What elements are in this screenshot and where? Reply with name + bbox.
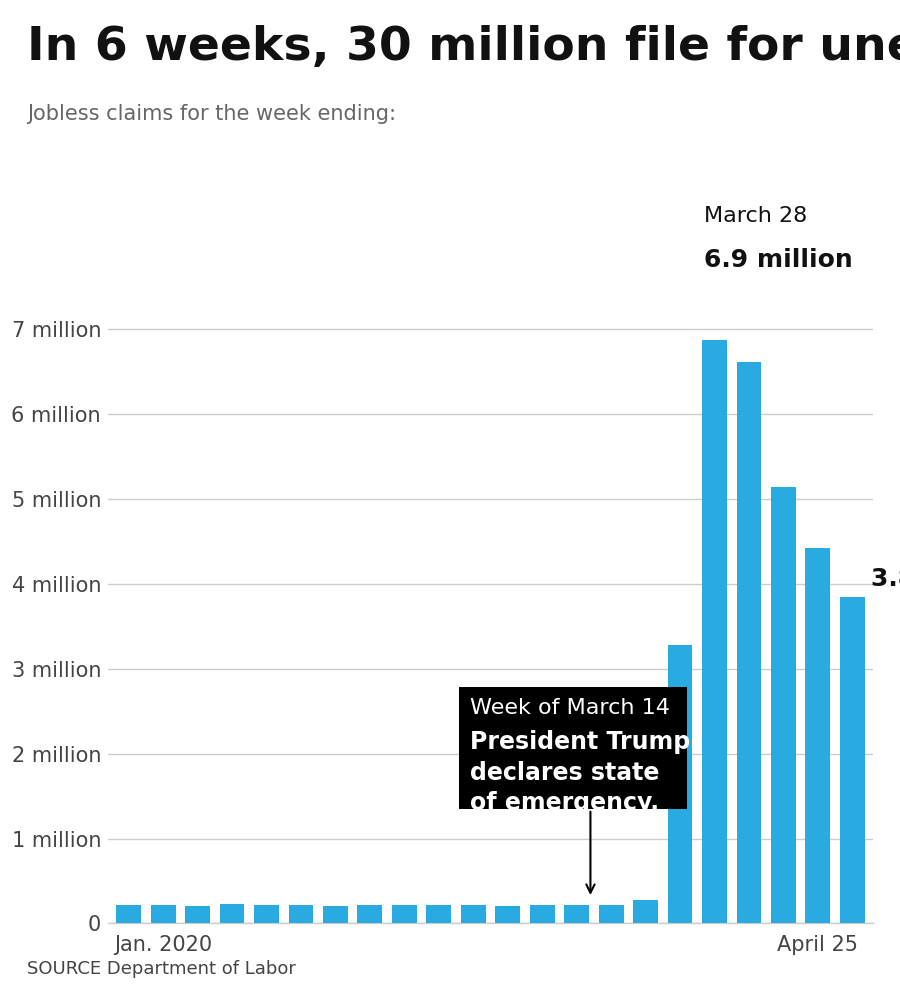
- Text: In 6 weeks, 30 million file for unemployment: In 6 weeks, 30 million file for unemploy…: [27, 25, 900, 70]
- Bar: [427, 905, 451, 923]
- Bar: [357, 906, 382, 923]
- Bar: [495, 906, 520, 923]
- Text: President Trump
declares state
of emergency.: President Trump declares state of emerge…: [470, 730, 690, 815]
- Bar: [771, 488, 796, 923]
- Bar: [254, 906, 279, 923]
- Text: 3.8 million: 3.8 million: [871, 567, 900, 591]
- Bar: [392, 906, 417, 923]
- Bar: [185, 906, 210, 923]
- Bar: [634, 900, 658, 923]
- Bar: [323, 906, 347, 923]
- Text: Jobless claims for the week ending:: Jobless claims for the week ending:: [27, 104, 396, 124]
- Bar: [150, 906, 176, 923]
- Text: Week of March 14: Week of March 14: [470, 697, 670, 718]
- Bar: [598, 906, 624, 923]
- Bar: [461, 906, 486, 923]
- Bar: [702, 341, 727, 923]
- Bar: [806, 547, 831, 923]
- Bar: [116, 905, 141, 923]
- Text: 6.9 million: 6.9 million: [704, 247, 853, 272]
- Bar: [289, 905, 313, 923]
- Bar: [220, 905, 245, 923]
- Bar: [668, 644, 692, 923]
- Bar: [530, 905, 554, 923]
- Bar: [736, 361, 761, 923]
- Bar: [460, 687, 687, 809]
- Bar: [840, 598, 865, 923]
- Bar: [564, 906, 590, 923]
- Text: March 28: March 28: [704, 207, 807, 226]
- Text: SOURCE Department of Labor: SOURCE Department of Labor: [27, 960, 296, 978]
